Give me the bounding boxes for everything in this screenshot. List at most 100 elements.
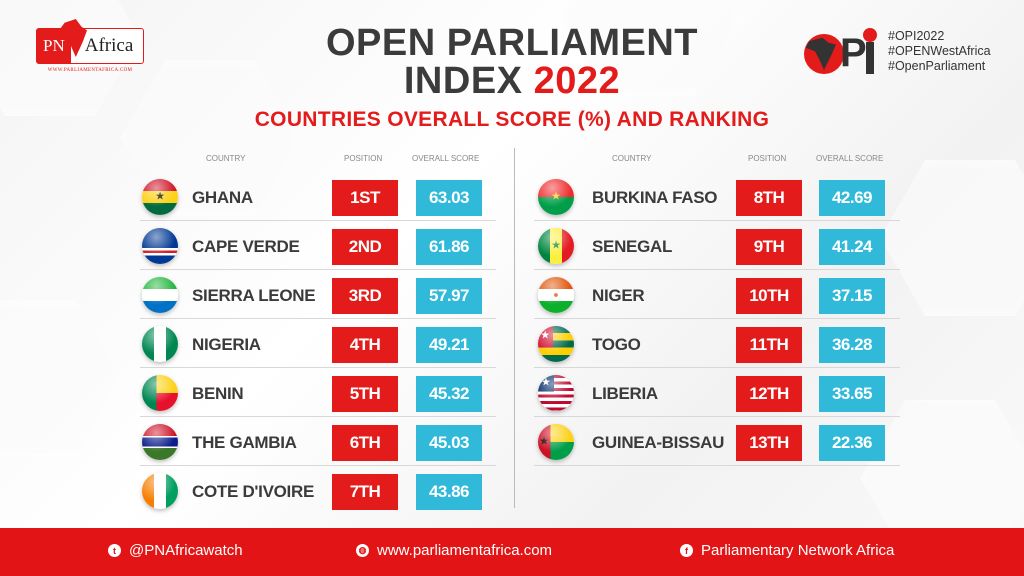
subtitle: COUNTRIES OVERALL SCORE (%) AND RANKING — [254, 108, 770, 131]
position-badge: 12TH — [736, 376, 802, 412]
hashtags: #OPI2022 #OPENWestAfrica #OpenParliament — [888, 29, 991, 74]
country-name: NIGERIA — [192, 335, 261, 354]
niger-flag-icon: ● — [538, 277, 574, 313]
website-link[interactable]: ◍ www.parliamentafrica.com — [356, 542, 552, 559]
table-header: COUNTRY POSITION OVERALL SCORE — [534, 154, 900, 172]
nigeria-flag-icon — [142, 326, 178, 362]
ranking-table-left: COUNTRY POSITION OVERALL SCORE ★ GHANA 1… — [140, 154, 496, 515]
score-badge: 41.24 — [819, 229, 885, 265]
pn-label: PN — [37, 29, 71, 63]
table-row: THE GAMBIA 6TH 45.03 — [140, 417, 496, 466]
facebook-icon: f — [680, 544, 693, 557]
togo-flag-icon: ★ — [538, 326, 574, 362]
africa-label: Africa — [84, 35, 134, 56]
globe-icon: ◍ — [356, 544, 369, 557]
ranking-table-right: COUNTRY POSITION OVERALL SCORE ★ BURKINA… — [534, 154, 900, 466]
position-badge: 1ST — [332, 180, 398, 216]
twitter-icon: t — [108, 544, 121, 557]
score-badge: 45.03 — [416, 425, 482, 461]
position-badge: 10TH — [736, 278, 802, 314]
header-position: POSITION — [748, 154, 787, 163]
country-name: THE GAMBIA — [192, 433, 297, 452]
opi-letter-p: P — [840, 31, 867, 75]
gambia-flag-icon — [142, 424, 178, 460]
score-badge: 37.15 — [819, 278, 885, 314]
pn-url: WWW.PARLIAMENTAFRICA.COM — [47, 68, 133, 73]
title-line-2: INDEX — [403, 60, 523, 102]
senegal-flag-icon: ★ — [538, 228, 574, 264]
position-badge: 13TH — [736, 425, 802, 461]
column-divider — [514, 148, 515, 508]
country-name: SIERRA LEONE — [192, 286, 316, 305]
country-name: BURKINA FASO — [592, 188, 718, 207]
opi-letter-i — [866, 42, 874, 74]
footer: t @PNAfricawatch ◍ www.parliamentafrica.… — [0, 528, 1024, 576]
table-row: SIERRA LEONE 3RD 57.97 — [140, 270, 496, 319]
country-name: CAPE VERDE — [192, 237, 300, 256]
header-score: OVERALL SCORE — [412, 154, 480, 163]
guinea-bissau-flag-icon: ★ — [538, 424, 574, 460]
table-row: BENIN 5TH 45.32 — [140, 368, 496, 417]
score-badge: 43.86 — [416, 474, 482, 510]
title-line-1: OPEN PARLIAMENT — [325, 22, 699, 64]
website-url: www.parliamentafrica.com — [377, 542, 553, 559]
header-score: OVERALL SCORE — [816, 154, 884, 163]
page-title: OPEN PARLIAMENT INDEX 2022 — [0, 24, 1024, 100]
table-row: COTE D'IVOIRE 7TH 43.86 — [140, 466, 496, 515]
opi-dot-icon — [863, 28, 877, 42]
table-row: ★ SENEGAL 9TH 41.24 — [534, 221, 900, 270]
cape-verde-flag-icon — [142, 228, 178, 264]
twitter-link[interactable]: t @PNAfricawatch — [108, 542, 243, 559]
position-badge: 6TH — [332, 425, 398, 461]
score-badge: 63.03 — [416, 180, 482, 216]
position-badge: 4TH — [332, 327, 398, 363]
table-row: ● NIGER 10TH 37.15 — [534, 270, 900, 319]
table-row: ★ BURKINA FASO 8TH 42.69 — [534, 172, 900, 221]
table-row: CAPE VERDE 2ND 61.86 — [140, 221, 496, 270]
table-row: ★ GUINEA-BISSAU 13TH 22.36 — [534, 417, 900, 466]
score-badge: 36.28 — [819, 327, 885, 363]
country-name: COTE D'IVOIRE — [192, 482, 314, 501]
opi-logo: P #OPI2022 #OPENWestAfrica #OpenParliame… — [804, 28, 991, 74]
ghana-flag-icon: ★ — [142, 179, 178, 215]
country-name: NIGER — [592, 286, 645, 305]
bg-hexagon — [0, 300, 120, 456]
table-row: ★ LIBERIA 12TH 33.65 — [534, 368, 900, 417]
facebook-page: Parliamentary Network Africa — [701, 542, 895, 559]
score-badge: 45.32 — [416, 376, 482, 412]
header-country: COUNTRY — [206, 154, 246, 163]
hashtag: #OpenParliament — [888, 58, 986, 73]
burkina-faso-flag-icon: ★ — [538, 179, 574, 215]
title-year: 2022 — [533, 60, 621, 102]
opi-mark: P — [804, 28, 880, 74]
hashtag: #OPI2022 — [888, 28, 945, 43]
position-badge: 7TH — [332, 474, 398, 510]
position-badge: 3RD — [332, 278, 398, 314]
position-badge: 8TH — [736, 180, 802, 216]
score-badge: 49.21 — [416, 327, 482, 363]
country-name: GHANA — [192, 188, 253, 207]
country-name: LIBERIA — [592, 384, 658, 403]
position-badge: 11TH — [736, 327, 802, 363]
score-badge: 33.65 — [819, 376, 885, 412]
table-row: NIGERIA 4TH 49.21 — [140, 319, 496, 368]
score-badge: 22.36 — [819, 425, 885, 461]
position-badge: 5TH — [332, 376, 398, 412]
table-row: ★ GHANA 1ST 63.03 — [140, 172, 496, 221]
header-position: POSITION — [344, 154, 383, 163]
sierra-leone-flag-icon — [142, 277, 178, 313]
score-badge: 42.69 — [819, 180, 885, 216]
country-name: BENIN — [192, 384, 244, 403]
twitter-handle: @PNAfricawatch — [129, 542, 243, 559]
hashtag: #OPENWestAfrica — [888, 43, 991, 58]
score-badge: 57.97 — [416, 278, 482, 314]
country-name: GUINEA-BISSAU — [592, 433, 725, 452]
country-name: TOGO — [592, 335, 641, 354]
facebook-link[interactable]: f Parliamentary Network Africa — [680, 542, 894, 559]
benin-flag-icon — [142, 375, 178, 411]
position-badge: 2ND — [332, 229, 398, 265]
table-row: ★ TOGO 11TH 36.28 — [534, 319, 900, 368]
header-country: COUNTRY — [612, 154, 652, 163]
pn-africa-logo: PN Africa WWW.PARLIAMENTAFRICA.COM — [36, 19, 144, 73]
position-badge: 9TH — [736, 229, 802, 265]
